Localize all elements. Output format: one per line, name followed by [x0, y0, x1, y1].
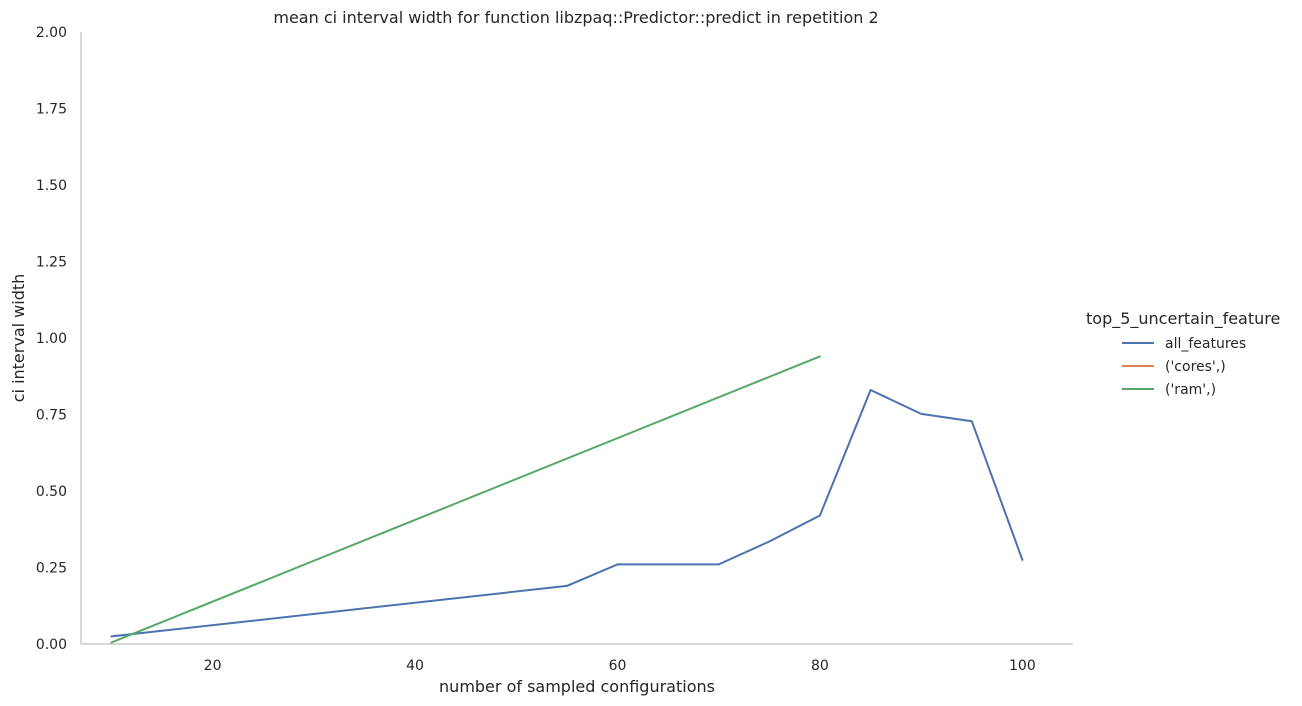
chart-title: mean ci interval width for function libz…	[273, 8, 878, 27]
series-line-ram	[110, 355, 821, 644]
y-tick-label: 1.50	[36, 178, 67, 194]
y-axis-label: ci interval width	[9, 274, 28, 403]
legend-label: ('cores',)	[1165, 359, 1226, 375]
legend-label: all_features	[1165, 336, 1246, 352]
legend-items: all_features ('cores',) ('ram',)	[1122, 336, 1246, 398]
series-layer	[110, 355, 1024, 644]
series-line-all-features	[110, 389, 1024, 638]
x-tick-label: 100	[1009, 658, 1036, 674]
y-tick-label: 0.75	[36, 408, 67, 424]
y-tick-label: 2.00	[36, 25, 67, 41]
legend-title: top_5_uncertain_feature	[1086, 309, 1280, 329]
x-tick-label: 60	[609, 658, 627, 674]
axes: 0.00 0.25 0.50 0.75 1.00 1.25 1.50 1.75 2.00 20 40…	[36, 25, 1073, 674]
x-tick-label: 40	[406, 658, 424, 674]
x-tick-label: 20	[204, 658, 222, 674]
y-tick-label: 1.00	[36, 331, 67, 347]
legend: top_5_uncertain_feature all_features ('co…	[1086, 309, 1280, 398]
x-axis-label: number of sampled configurations	[439, 677, 715, 696]
y-tick-label: 0.25	[36, 561, 67, 577]
y-tick-label: 1.25	[36, 255, 67, 271]
x-tick-label: 80	[811, 658, 829, 674]
y-tick-label: 0.00	[36, 637, 67, 653]
y-tick-label: 1.75	[36, 102, 67, 118]
legend-label: ('ram',)	[1165, 382, 1216, 398]
y-tick-label: 0.50	[36, 484, 67, 500]
